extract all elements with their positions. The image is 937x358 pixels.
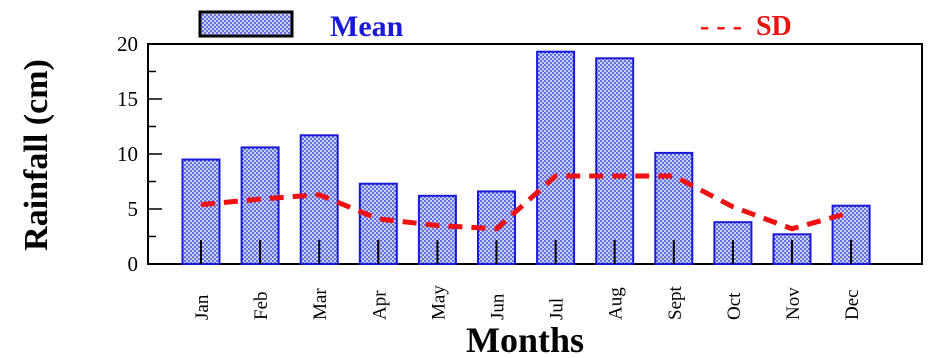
bar-jul — [536, 50, 576, 266]
y-tick-label: 0 — [128, 252, 139, 276]
x-tick-label: Oct — [724, 292, 745, 320]
legend-mean-swatch — [198, 10, 294, 38]
y-tick-label: 20 — [117, 32, 138, 56]
x-tick-label: May — [428, 285, 449, 320]
sd-line — [200, 173, 852, 232]
x-tick-label: Nov — [783, 287, 804, 320]
y-tick-label: 10 — [117, 142, 138, 166]
x-tick-label: Feb — [251, 292, 272, 321]
plot-area: 0 5 10 15 20 Jan Feb Mar Apr May Jun Jul Aug Sept Oct N… — [117, 32, 923, 321]
y-tick-label: 5 — [128, 197, 139, 221]
x-tick-label: Mar — [310, 288, 331, 320]
x-tick-label: Sept — [665, 286, 686, 321]
legend: Mean - - - SD — [198, 10, 792, 43]
y-tick-label: 15 — [117, 87, 138, 111]
legend-sd-label: - - - SD — [700, 11, 792, 42]
x-tick-label: Dec — [842, 289, 863, 320]
x-tick-label: Jan — [192, 294, 213, 320]
bar-aug — [595, 57, 635, 265]
legend-mean-label: Mean — [330, 10, 404, 43]
x-tick-label: Jun — [488, 293, 509, 320]
x-tick-label: Jul — [547, 298, 568, 320]
x-tick-label: Apr — [369, 290, 390, 320]
y-axis-label: Rainfall (cm) — [18, 59, 55, 251]
x-tick-label: Aug — [606, 287, 627, 320]
x-axis-label: Months — [466, 320, 584, 358]
